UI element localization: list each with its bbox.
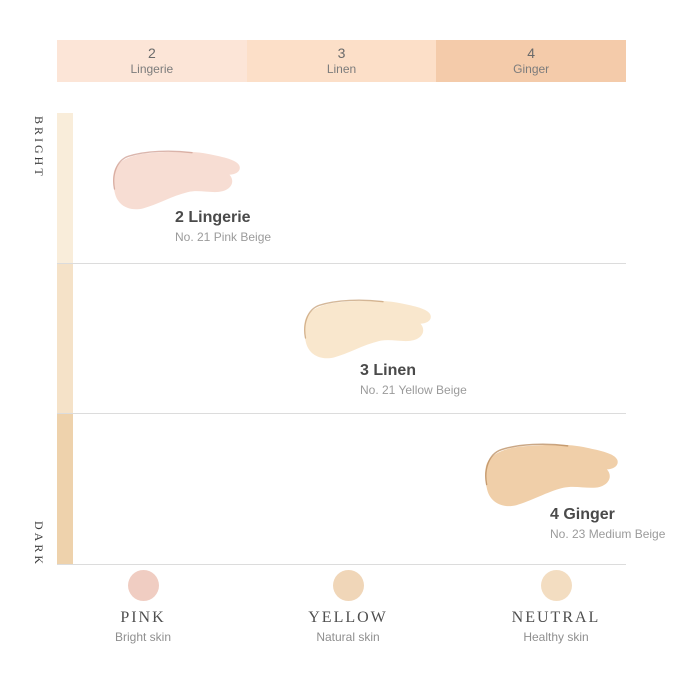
smear-fill bbox=[113, 151, 240, 210]
axis-label-dark: DARK bbox=[32, 521, 46, 568]
brightness-gradient-bar bbox=[57, 113, 73, 566]
undertone-color-dot bbox=[540, 570, 572, 601]
shade-code: No. 23 Medium Beige bbox=[550, 526, 666, 541]
smear-edge bbox=[113, 150, 193, 190]
grid-row-3 bbox=[57, 414, 626, 566]
legend-segment-name: Linen bbox=[326, 62, 357, 76]
legend-segment-linen: 3 Linen bbox=[246, 40, 437, 82]
legend-segment-ginger: 4 Ginger bbox=[436, 40, 627, 82]
undertone-color-dot bbox=[332, 570, 364, 601]
shade-name: 4 Ginger bbox=[550, 506, 615, 523]
grid-row-2 bbox=[57, 264, 626, 415]
undertone-description: Healthy skin bbox=[523, 629, 589, 644]
shade-label-ginger: 4 Ginger No. 23 Medium Beige bbox=[550, 506, 665, 541]
shade-name: 3 Linen bbox=[360, 362, 417, 379]
undertone-description: Natural skin bbox=[316, 629, 380, 644]
smear-fill bbox=[304, 300, 431, 359]
shade-name: 2 Lingerie bbox=[175, 209, 251, 226]
brightness-bar-segment-2 bbox=[57, 263, 73, 415]
legend-segment-number: 3 bbox=[337, 44, 346, 61]
undertone-description: Bright skin bbox=[114, 629, 172, 644]
undertone-yellow: YELLOW Natural skin bbox=[278, 570, 418, 644]
smear-edge bbox=[304, 299, 384, 339]
undertone-name: YELLOW bbox=[308, 609, 388, 626]
legend-segment-lingerie: 2 Lingerie bbox=[57, 40, 247, 82]
legend-segment-number: 4 bbox=[527, 44, 536, 61]
smear-edge bbox=[485, 443, 569, 486]
undertone-color-dot bbox=[127, 570, 159, 601]
undertone-name: NEUTRAL bbox=[511, 609, 601, 626]
shade-label-lingerie: 2 Lingerie No. 21 Pink Beige bbox=[175, 209, 271, 244]
legend-segment-name: Ginger bbox=[513, 62, 550, 76]
shade-label-linen: 3 Linen No. 21 Yellow Beige bbox=[360, 362, 467, 397]
smear-fill bbox=[485, 444, 618, 507]
brightness-bar-segment-3 bbox=[57, 414, 73, 566]
undertone-name: PINK bbox=[120, 609, 166, 626]
undertone-neutral: NEUTRAL Healthy skin bbox=[486, 570, 626, 644]
swatch-smear-linen bbox=[303, 299, 433, 361]
axis-label-bright: BRIGHT bbox=[32, 116, 46, 179]
swatch-smear-lingerie bbox=[112, 150, 242, 212]
grid-row-1 bbox=[57, 113, 626, 264]
brightness-bar-segment-1 bbox=[57, 113, 73, 264]
legend-segment-name: Lingerie bbox=[130, 62, 174, 76]
shade-grid bbox=[57, 113, 626, 566]
legend-segment-number: 2 bbox=[147, 44, 156, 61]
undertone-pink: PINK Bright skin bbox=[73, 570, 213, 644]
shade-code: No. 21 Yellow Beige bbox=[360, 382, 467, 397]
swatch-smear-ginger bbox=[484, 443, 620, 509]
shade-code: No. 21 Pink Beige bbox=[175, 229, 272, 244]
shade-legend-bar: 2 Lingerie 3 Linen 4 Ginger bbox=[57, 40, 627, 82]
